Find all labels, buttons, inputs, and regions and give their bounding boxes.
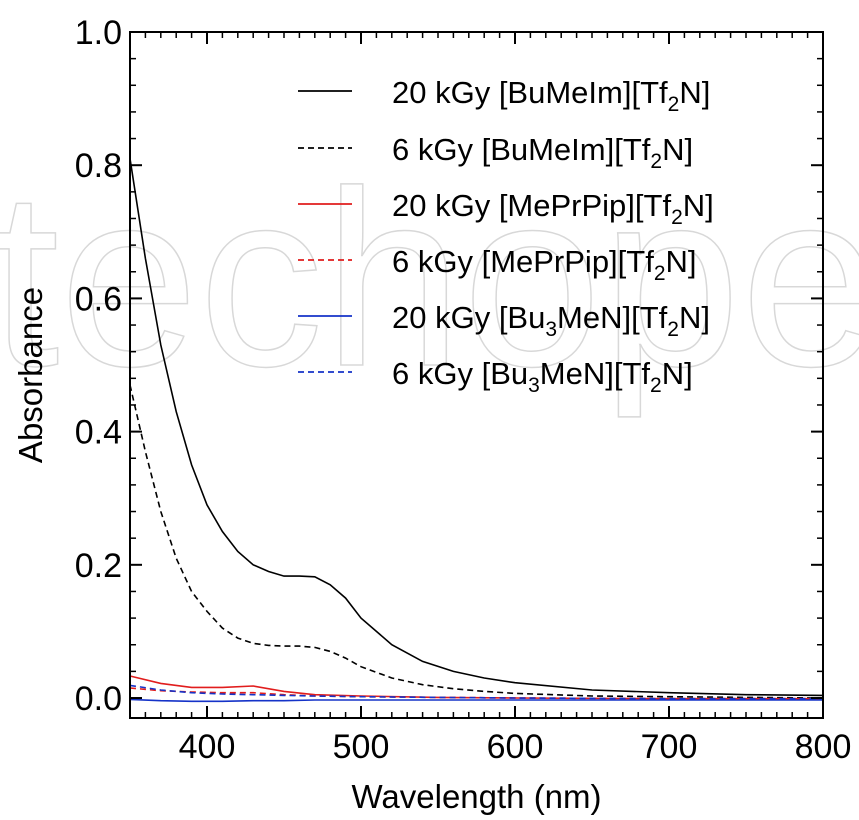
y-tick-label: 1.0 (75, 14, 122, 52)
y-tick-label: 0.2 (75, 547, 122, 585)
plot-series (129, 158, 824, 703)
y-axis-label: Absorbance (12, 287, 49, 463)
y-tick-label: 0.8 (75, 147, 122, 185)
legend-label: 20 kGy [Bu3MeN][Tf2N] (392, 300, 710, 341)
y-axis: 0.0 0.2 0.4 0.6 0.8 1.0 (75, 14, 823, 718)
series-line-5 (129, 698, 823, 703)
y-tick-label: 0.4 (75, 414, 122, 452)
plot-frame (129, 31, 824, 719)
x-tick-label: 400 (179, 728, 236, 766)
y-tick-label: 0.0 (75, 680, 122, 718)
x-tick-label: 700 (641, 728, 698, 766)
series-line-6 (129, 684, 823, 700)
legend-label: 20 kGy [BuMeIm][Tf2N] (392, 75, 710, 116)
y-tick-label: 0.6 (75, 280, 122, 318)
x-axis-label: Wavelength (nm) (351, 778, 601, 815)
legend-label: 6 kGy [Bu3MeN][Tf2N] (392, 356, 693, 397)
x-tick-label: 600 (487, 728, 544, 766)
series-line-2 (129, 384, 824, 699)
legend-label: 20 kGy [MePrPip][Tf2N] (392, 188, 714, 229)
legend-label: 6 kGy [BuMeIm][Tf2N] (392, 132, 693, 173)
x-axis: 400 500 600 700 800 (129, 32, 852, 766)
x-tick-label: 800 (795, 728, 852, 766)
series-line-3 (129, 675, 823, 700)
series-line-1 (129, 158, 824, 697)
x-tick-label: 500 (333, 728, 390, 766)
legend-label: 6 kGy [MePrPip][Tf2N] (392, 244, 697, 285)
watermark: techope (0, 139, 859, 418)
legend: 20 kGy [BuMeIm][Tf2N] 6 kGy [BuMeIm][Tf2N… (298, 75, 714, 397)
